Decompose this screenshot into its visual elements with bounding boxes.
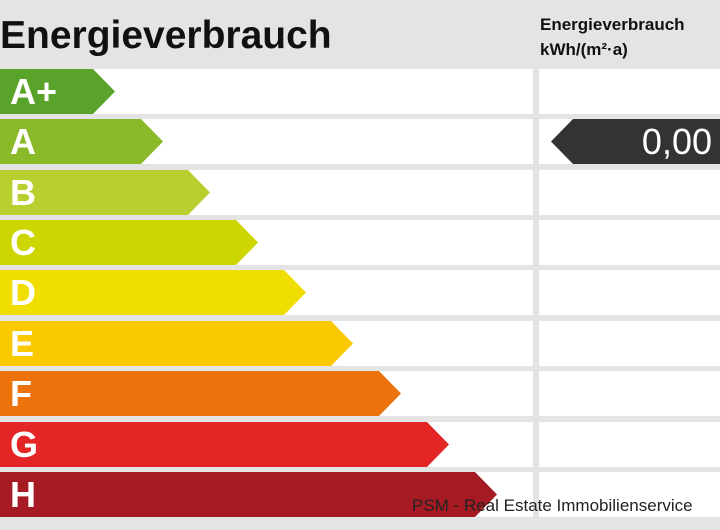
class-bar-a: A [0, 119, 163, 164]
class-bar-g: G [0, 422, 449, 467]
page-title: Energieverbrauch [0, 14, 332, 57]
class-bar-a-plus: A+ [0, 69, 115, 114]
class-bar-h: H [0, 472, 497, 517]
class-bar-d: D [0, 270, 306, 315]
unit-header: Energieverbrauch kWh/(m²·a) [540, 12, 685, 62]
value-cell-e [539, 321, 720, 366]
credit-text: PSM - Real Estate Immobilienservice [412, 496, 693, 515]
value-cell-b [539, 170, 720, 215]
class-bar-f: F [0, 371, 401, 416]
class-bar-b: B [0, 170, 210, 215]
value-cell-c [539, 220, 720, 265]
class-bar-e: E [0, 321, 353, 366]
value-cell-f [539, 371, 720, 416]
value-cell-a-plus [539, 69, 720, 114]
class-bar-c: C [0, 220, 258, 265]
unit-header-line2: kWh/(m²·a) [540, 40, 628, 59]
consumption-value-pointer: 0,00 [551, 119, 720, 164]
value-cell-h [539, 472, 720, 517]
value-cell-g [539, 422, 720, 467]
value-cell-d [539, 270, 720, 315]
unit-header-line1: Energieverbrauch [540, 15, 685, 34]
